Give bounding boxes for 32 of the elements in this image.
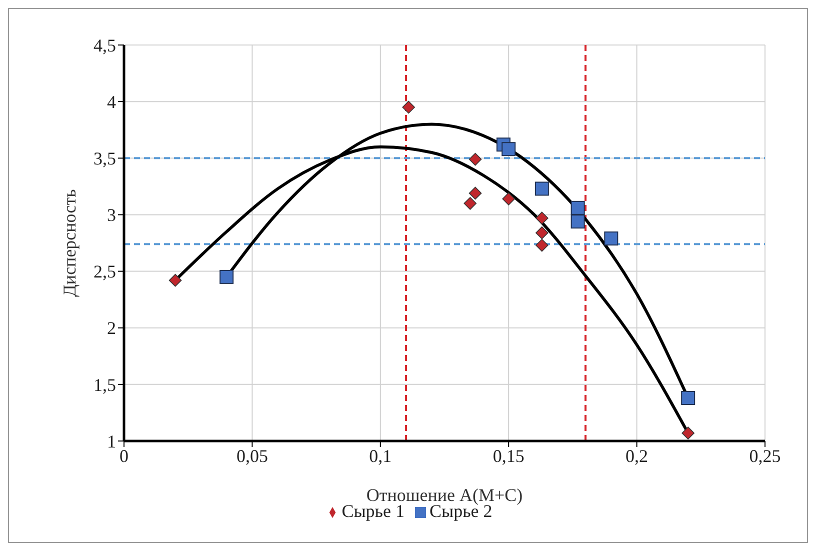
point	[468, 186, 482, 200]
point	[681, 391, 696, 406]
point	[570, 214, 585, 229]
point	[682, 426, 694, 440]
point	[536, 212, 548, 225]
point	[534, 182, 549, 196]
point	[168, 274, 182, 287]
point	[402, 100, 416, 114]
point	[536, 226, 548, 240]
y-tick-label: 2,5	[94, 262, 116, 282]
point	[502, 192, 515, 206]
point	[220, 270, 234, 284]
y-tick-label: 3,5	[94, 148, 116, 169]
y-tick-label: 4	[107, 92, 116, 112]
y-tick-label: 1	[107, 431, 116, 452]
y-tick-label: 1,5	[94, 374, 116, 395]
x-tick-label: 0	[120, 446, 128, 466]
x-tick-label: 0,1	[369, 446, 392, 466]
point	[536, 238, 548, 252]
x-tick-label: 0,25	[749, 446, 781, 466]
x-tick-label: 0,15	[492, 446, 524, 466]
point	[468, 152, 482, 166]
y-tick-label: 2	[107, 318, 116, 338]
point	[502, 142, 516, 156]
x-tick-label: 0,2	[626, 446, 648, 466]
point	[604, 231, 618, 246]
y-tick-label: 4,5	[94, 35, 116, 56]
y-axis-title: Дисперсность	[59, 189, 80, 297]
point	[570, 200, 585, 215]
y-tick-label: 3	[107, 205, 116, 226]
x-tick-label: 0,05	[236, 446, 268, 466]
point	[464, 197, 477, 210]
